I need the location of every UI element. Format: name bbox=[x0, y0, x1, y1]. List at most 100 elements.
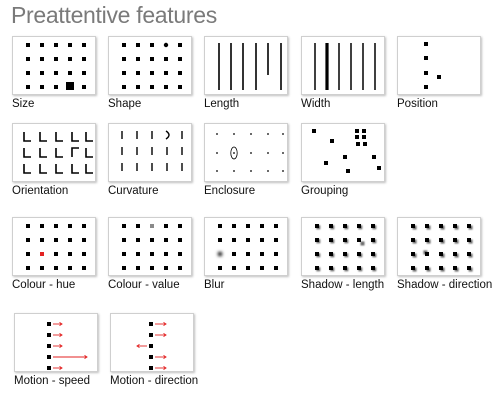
square-mark bbox=[467, 252, 471, 256]
dot-mark bbox=[216, 133, 218, 135]
square-mark bbox=[40, 266, 44, 270]
length-panel bbox=[204, 36, 288, 95]
feature-label-width: Width bbox=[301, 98, 331, 110]
square-mark bbox=[274, 266, 278, 270]
grouped-square bbox=[355, 135, 359, 139]
square-mark bbox=[411, 224, 415, 228]
scattered-square bbox=[330, 139, 334, 143]
square-mark bbox=[149, 355, 153, 359]
feature-label-grouping: Grouping bbox=[301, 185, 349, 197]
orientation-illustration bbox=[23, 132, 93, 174]
square-mark bbox=[68, 266, 72, 270]
square-mark bbox=[371, 224, 375, 228]
l-shape-mark bbox=[85, 132, 93, 142]
square-mark bbox=[26, 85, 30, 89]
motion-arrow-head bbox=[163, 355, 167, 359]
square-mark bbox=[149, 322, 153, 326]
motion-arrow-head bbox=[84, 355, 88, 359]
grouping-illustration bbox=[312, 129, 381, 173]
square-mark bbox=[150, 238, 154, 242]
square-mark bbox=[40, 224, 44, 228]
blurred-square bbox=[218, 252, 222, 256]
dot-mark bbox=[282, 170, 284, 172]
square-mark bbox=[315, 266, 319, 270]
feature-label-shadow-length: Shadow - length bbox=[301, 279, 385, 291]
square-mark bbox=[26, 238, 30, 242]
square-mark bbox=[122, 85, 126, 89]
enclosure-illustration bbox=[216, 133, 284, 172]
square-mark bbox=[274, 238, 278, 242]
square-mark bbox=[178, 71, 182, 75]
square-mark bbox=[68, 71, 72, 75]
square-mark bbox=[47, 355, 51, 359]
square-mark bbox=[122, 43, 126, 47]
l-shape-mark bbox=[55, 164, 63, 174]
square-mark bbox=[164, 224, 168, 228]
dot-mark bbox=[216, 170, 218, 172]
square-mark bbox=[232, 238, 236, 242]
square-mark bbox=[178, 238, 182, 242]
square-mark bbox=[122, 71, 126, 75]
square-mark bbox=[343, 252, 347, 256]
dot-mark bbox=[250, 133, 252, 135]
square-mark bbox=[178, 224, 182, 228]
square-mark bbox=[246, 252, 250, 256]
square-mark bbox=[178, 57, 182, 61]
square-mark bbox=[425, 238, 429, 242]
square-mark bbox=[40, 57, 44, 61]
scattered-square bbox=[372, 155, 376, 159]
square-mark bbox=[178, 252, 182, 256]
feature-label-orientation: Orientation bbox=[12, 185, 69, 197]
motion-speed-panel bbox=[14, 313, 98, 372]
square-mark bbox=[232, 266, 236, 270]
l-shape-mark bbox=[85, 164, 93, 174]
square-mark bbox=[40, 71, 44, 75]
grouped-square bbox=[362, 135, 366, 139]
square-mark bbox=[40, 85, 44, 89]
square-mark bbox=[357, 252, 361, 256]
square-mark bbox=[315, 252, 319, 256]
square-mark bbox=[54, 224, 58, 228]
feature-label-curvature: Curvature bbox=[108, 185, 159, 197]
square-mark bbox=[164, 266, 168, 270]
square-mark bbox=[40, 238, 44, 242]
square-mark bbox=[26, 71, 30, 75]
square-mark bbox=[26, 57, 30, 61]
curvature-illustration bbox=[121, 130, 183, 171]
square-mark bbox=[136, 224, 140, 228]
square-mark bbox=[47, 366, 51, 370]
grouped-square bbox=[363, 142, 367, 146]
square-mark bbox=[136, 266, 140, 270]
square-mark bbox=[371, 252, 375, 256]
square-mark bbox=[54, 71, 58, 75]
square-mark bbox=[260, 266, 264, 270]
enclosure-panel bbox=[204, 123, 288, 182]
scattered-square bbox=[312, 129, 316, 133]
square-mark bbox=[467, 224, 471, 228]
square-mark bbox=[26, 224, 30, 228]
square-mark bbox=[315, 238, 319, 242]
square-mark bbox=[150, 43, 154, 47]
l-shape-mark bbox=[71, 147, 79, 157]
shape-panel bbox=[108, 36, 192, 95]
square-mark bbox=[82, 238, 86, 242]
circle-mark bbox=[163, 42, 169, 48]
dot-mark bbox=[267, 152, 269, 154]
red-square bbox=[40, 252, 44, 256]
square-mark bbox=[136, 43, 140, 47]
square-mark bbox=[357, 224, 361, 228]
curved-mark bbox=[165, 130, 170, 140]
square-mark bbox=[453, 238, 457, 242]
l-shape-mark bbox=[23, 132, 31, 142]
square-mark bbox=[178, 85, 182, 89]
l-shape-mark bbox=[71, 164, 79, 174]
square-mark bbox=[122, 238, 126, 242]
square-mark bbox=[274, 252, 278, 256]
square-mark bbox=[136, 71, 140, 75]
square-mark bbox=[82, 71, 86, 75]
square-mark bbox=[424, 71, 428, 75]
square-mark bbox=[150, 252, 154, 256]
square-mark bbox=[218, 266, 222, 270]
l-shape-mark bbox=[23, 148, 31, 158]
